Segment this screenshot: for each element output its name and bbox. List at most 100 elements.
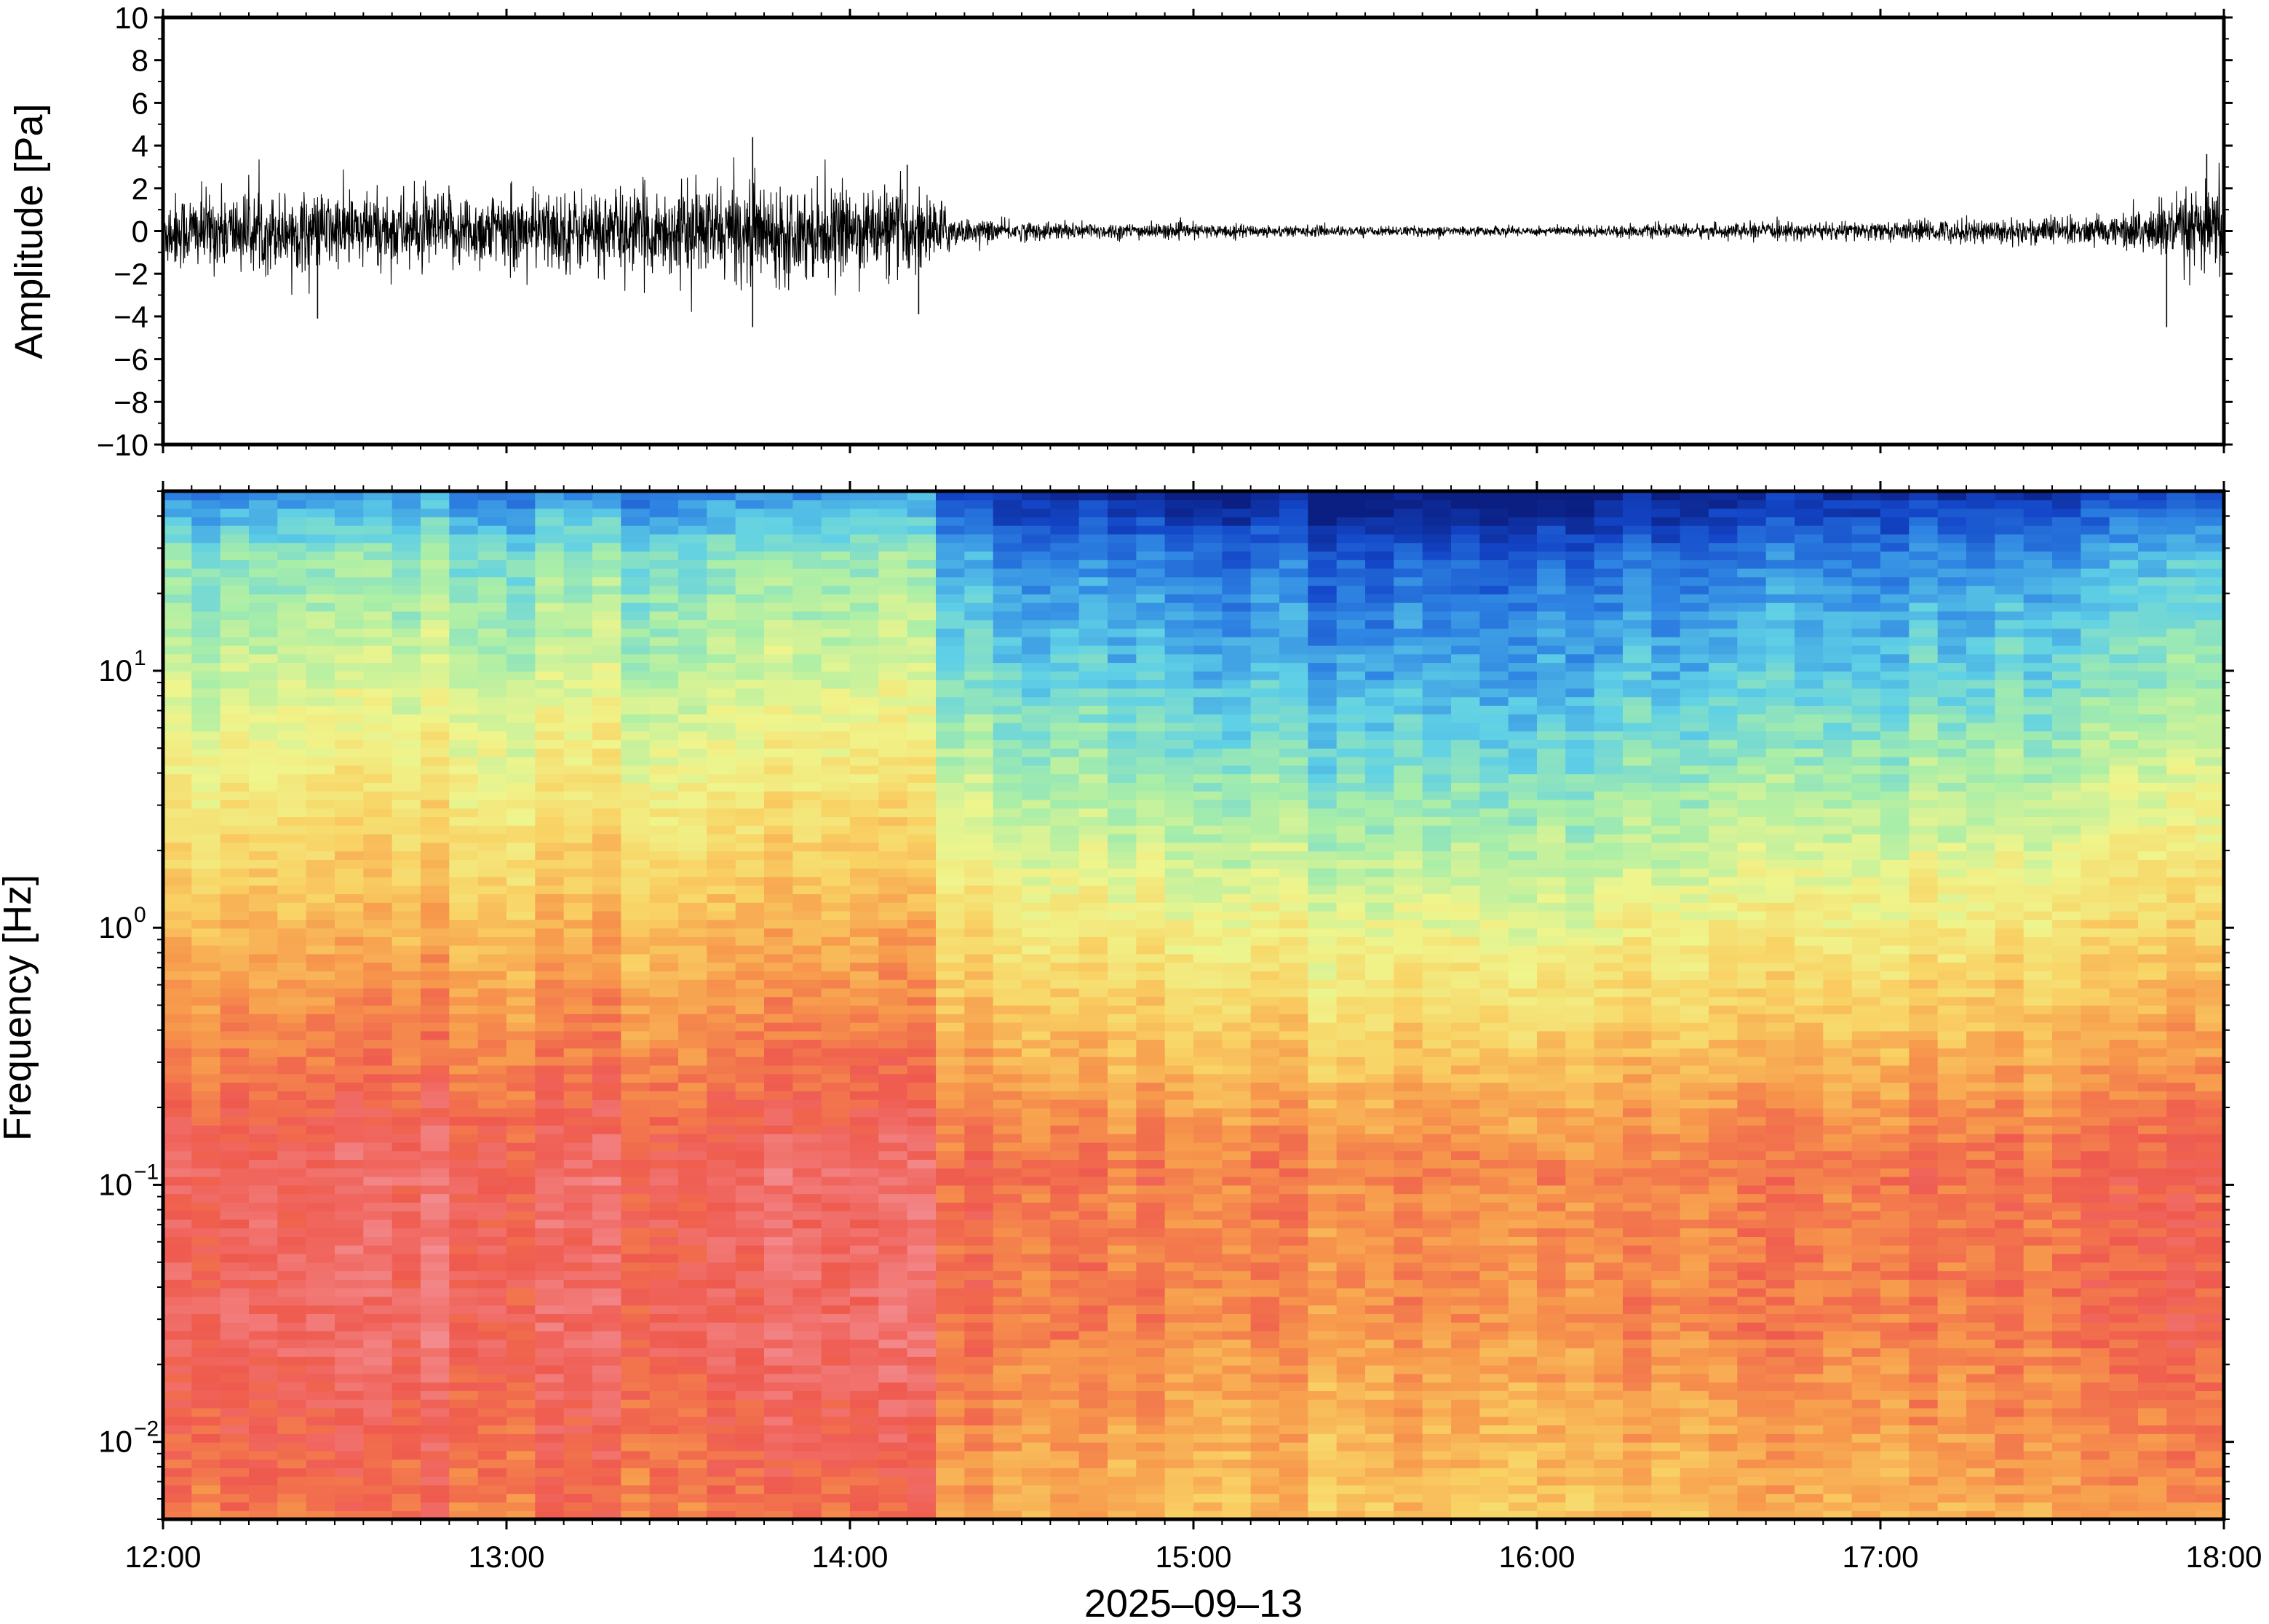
spectrogram-cell — [220, 1313, 250, 1323]
spectrogram-cell — [220, 619, 250, 629]
spectrogram-cell — [1136, 1064, 1166, 1075]
spectrogram-cell — [535, 731, 565, 741]
spectrogram-cell — [821, 902, 851, 912]
spectrogram-cell — [621, 594, 651, 603]
spectrogram-cell — [964, 1270, 994, 1280]
spectrogram-cell — [392, 1390, 421, 1400]
spectrogram-cell — [821, 842, 851, 852]
spectrogram-cell — [878, 842, 908, 852]
spectrogram-cell — [1108, 1227, 1137, 1238]
spectrogram-cell — [878, 791, 908, 800]
spectrogram-cell — [936, 1288, 965, 1297]
spectrogram-cell — [449, 551, 479, 560]
spectrogram-cell — [907, 671, 937, 680]
spectrogram-cell — [678, 1425, 707, 1434]
spectrogram-cell — [936, 816, 965, 826]
spectrogram-cell — [1022, 585, 1051, 594]
spectrogram-cell — [1193, 757, 1223, 766]
spectrogram-cell — [335, 765, 364, 775]
spectrogram-cell — [1164, 1177, 1194, 1186]
spectrogram-cell — [735, 885, 765, 895]
spectrogram-cell — [506, 859, 536, 869]
spectrogram-cell — [850, 1168, 879, 1177]
spectrogram-cell — [707, 1073, 736, 1083]
spectrogram-cell — [1193, 1459, 1223, 1468]
spectrogram-cell — [936, 594, 965, 603]
spectrogram-cell — [306, 1142, 335, 1152]
spectrogram-cell — [792, 953, 822, 963]
spectrogram-cell — [191, 1219, 221, 1229]
spectrogram-cell — [421, 1030, 450, 1040]
spectrogram-cell — [306, 834, 335, 843]
spectrogram-cell — [363, 542, 393, 552]
spectrogram-cell — [477, 1014, 507, 1023]
spectrogram-cell — [1279, 1107, 1308, 1118]
spectrogram-cell — [649, 1270, 679, 1280]
spectrogram-cell — [277, 1399, 307, 1409]
spectrogram-cell — [936, 1339, 965, 1349]
spectrogram-cell — [1078, 491, 1108, 501]
spectrogram-cell — [850, 996, 879, 1006]
spectrogram-cell — [1222, 971, 1252, 980]
spectrogram-cell — [449, 1399, 479, 1409]
spectrogram-cell — [878, 782, 908, 792]
spectrogram-cell — [220, 765, 250, 775]
spectrogram-cell — [850, 1468, 879, 1477]
spectrogram-cell — [1164, 996, 1194, 1006]
spectrogram-cell — [850, 696, 879, 706]
spectrogram-cell — [850, 1279, 879, 1289]
spectrogram-cell — [449, 1476, 479, 1486]
spectrogram-cell — [1078, 1382, 1108, 1391]
spectrogram-cell — [678, 876, 707, 886]
spectrogram-cell — [964, 1227, 994, 1238]
spectrogram-cell — [563, 1202, 593, 1211]
spectrogram-cell — [1279, 1022, 1308, 1032]
spectrogram-cell — [1022, 1476, 1051, 1486]
spectrogram-cell — [792, 653, 822, 664]
spectrogram-cell — [220, 757, 250, 766]
spectrogram-cell — [1193, 508, 1223, 517]
spectrogram-cell — [1078, 1177, 1108, 1186]
spectrogram-cell — [1050, 568, 1080, 578]
spectrogram-cell — [1164, 653, 1194, 664]
spectrogram-cell — [592, 1450, 621, 1460]
spectrogram-cell — [1022, 1322, 1051, 1332]
spectrogram-cell — [993, 1159, 1022, 1169]
spectrogram-cell — [621, 1365, 651, 1374]
spectrogram-cell — [821, 1091, 851, 1100]
spectrogram-cell — [678, 1091, 707, 1100]
spectrogram-cell — [506, 1288, 536, 1297]
spectrogram-cell — [335, 1468, 364, 1477]
spectrogram-cell — [707, 1202, 736, 1211]
spectrogram-cell — [1078, 1339, 1108, 1349]
spectrogram-cell — [592, 893, 621, 903]
spectrogram-cell — [1078, 1450, 1108, 1460]
spectrogram-cell — [277, 1056, 307, 1066]
spectrogram-cell — [363, 919, 393, 929]
spectrogram-cell — [363, 936, 393, 946]
spectrogram-cell — [392, 1125, 421, 1134]
spectrogram-cell — [163, 653, 192, 664]
spectrogram-cell — [878, 1339, 908, 1349]
spectrogram-cell — [735, 834, 765, 843]
spectrogram-cell — [907, 1211, 937, 1220]
spectrogram-cell — [993, 1322, 1022, 1332]
spectrogram-cell — [1279, 1142, 1308, 1152]
spectrogram-cell — [392, 757, 421, 766]
spectrogram-cell — [764, 1211, 793, 1220]
spectrogram-cell — [936, 1014, 965, 1023]
spectrogram-cell — [220, 1219, 250, 1229]
spectrogram-cell — [1078, 1030, 1108, 1040]
spectrogram-cell — [621, 1014, 651, 1023]
spectrogram-cell — [335, 517, 364, 526]
spectrogram-cell — [993, 791, 1022, 800]
spectrogram-cell — [907, 1493, 937, 1503]
spectrogram-cell — [735, 1039, 765, 1048]
spectrogram-cell — [506, 1177, 536, 1186]
spectrogram-cell — [1050, 1177, 1080, 1186]
spectrogram-cell — [764, 1116, 793, 1126]
spectrogram-cell — [477, 1348, 507, 1357]
spectrogram-cell — [993, 1099, 1022, 1109]
spectrogram-cell — [535, 653, 565, 664]
spectrogram-cell — [506, 491, 536, 501]
